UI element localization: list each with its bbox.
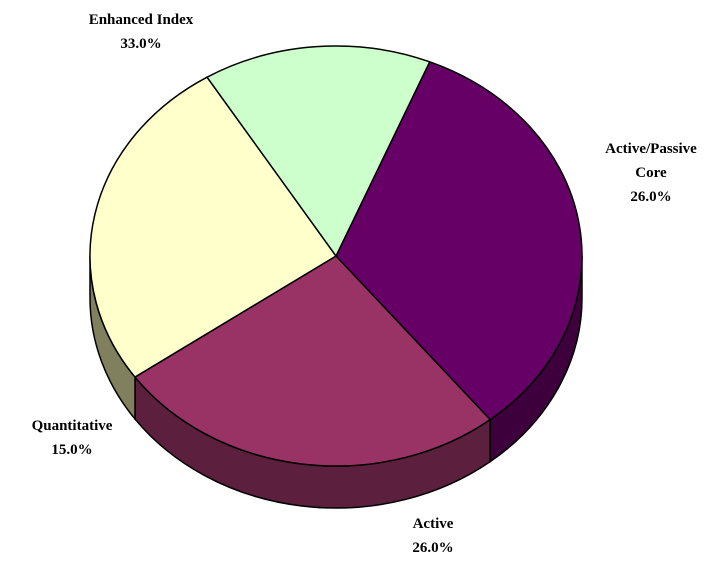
slice-value-label: 15.0% bbox=[51, 442, 92, 458]
slice-name-label: Core bbox=[635, 165, 667, 181]
slice-name-label: Enhanced Index bbox=[89, 12, 194, 28]
slice-value-label: 26.0% bbox=[630, 189, 671, 205]
pie-slice-active bbox=[89, 76, 337, 378]
slice-label-active: Active 26.0% bbox=[412, 516, 453, 556]
slice-label-active-passive-core: Active/Passive Core 26.0% bbox=[605, 141, 697, 205]
slice-label-quantitative: Quantitative 15.0% bbox=[32, 418, 113, 458]
pie-slice-quantitative bbox=[206, 45, 431, 257]
slice-label-enhanced-index: Enhanced Index 33.0% bbox=[89, 12, 194, 52]
slice-value-label: 33.0% bbox=[120, 36, 161, 52]
slice-value-label: 26.0% bbox=[412, 540, 453, 556]
slice-name-label: Active/Passive bbox=[605, 141, 697, 157]
slice-name-label: Active bbox=[413, 516, 454, 532]
pie-slice-active-passive-core bbox=[134, 255, 491, 467]
slice-name-label: Quantitative bbox=[32, 418, 113, 434]
slice-labels: Enhanced Index 33.0% Active/Passive Core 26.… bbox=[32, 12, 698, 556]
pie-slices bbox=[89, 45, 583, 467]
pie-slice-enhanced-index bbox=[335, 61, 583, 421]
